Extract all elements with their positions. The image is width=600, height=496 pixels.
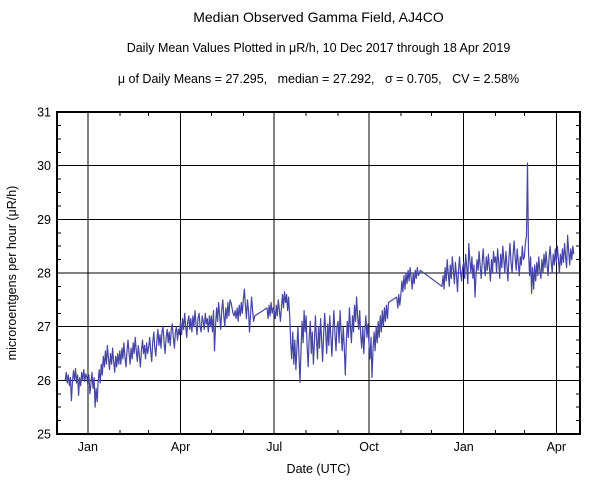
data-series-line [64, 162, 575, 408]
svg-text:30: 30 [37, 159, 51, 173]
x-axis-label: Date (UTC) [287, 462, 351, 476]
plot-border [56, 111, 581, 435]
chart-stats-line: μ of Daily Means = 27.295, median = 27.2… [117, 72, 520, 86]
svg-text:31: 31 [37, 106, 51, 120]
grid-lines [57, 112, 580, 434]
svg-text:Oct: Oct [359, 440, 379, 454]
svg-text:29: 29 [37, 213, 51, 227]
svg-text:25: 25 [37, 428, 51, 442]
page-title: Median Observed Gamma Field, AJ4CO [193, 9, 444, 25]
svg-text:26: 26 [37, 374, 51, 388]
y-tick-labels: 25 26 27 28 29 30 31 [37, 106, 51, 442]
chart-subtitle: Daily Mean Values Plotted in μR/h, 10 De… [126, 41, 511, 55]
svg-text:Apr: Apr [171, 440, 190, 454]
svg-text:27: 27 [37, 320, 51, 334]
svg-text:Jan: Jan [78, 440, 98, 454]
svg-text:Jan: Jan [454, 440, 474, 454]
svg-text:Jul: Jul [266, 440, 282, 454]
svg-text:Apr: Apr [547, 440, 566, 454]
y-axis-label: microroentgens per hour (μR/h) [5, 186, 19, 361]
x-tick-labels: Jan Apr Jul Oct Jan Apr [78, 440, 566, 454]
svg-text:28: 28 [37, 267, 51, 281]
